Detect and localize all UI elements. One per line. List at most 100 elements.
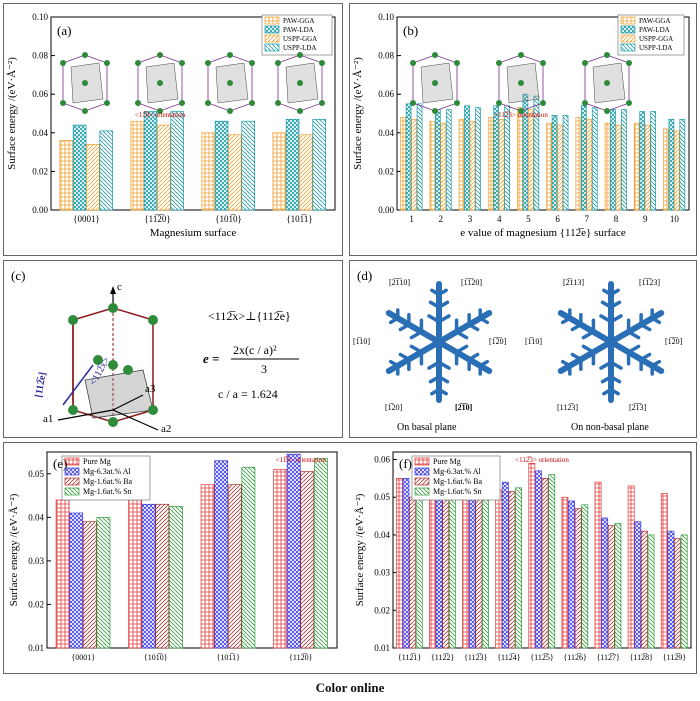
bar [575,117,582,211]
bar [680,534,688,649]
legend-swatch [414,477,430,486]
y-tick-label: 0.01 [374,643,390,653]
bar [668,118,675,211]
basal-dir-right: [1̅2̅0] [489,337,507,346]
bar [501,481,509,649]
dendrite-branch [639,352,652,362]
legend-swatch [620,34,636,43]
legend-swatch [620,43,636,52]
x-tick-label: {101̅1} [286,214,312,224]
crystal-inset [275,52,325,114]
basal-dir-top-left: [2̅1̅10] [389,278,410,287]
panel-tag: (a) [57,23,71,38]
legend-label: Mg-1.6at.% Sn [83,487,132,496]
y-axis-label: Surface energy /(eV·Å⁻²) [352,57,364,170]
nonbasal-dir-top-left: [2̅113] [563,278,584,287]
x-tick-label: 5 [526,214,531,224]
atom [82,108,88,114]
x-tick-label: {112̅2} [431,653,455,662]
crystal-inset [205,52,255,114]
atom [249,100,255,106]
atom [60,60,66,66]
x-tick-label: {112̅4} [497,653,521,662]
dendrite-branch [427,314,441,324]
bar [168,506,183,649]
basal-plane-label: On basal plane [397,422,457,433]
legend-label: Pure Mg [433,457,461,466]
legend-label: USPP-LDA [283,44,316,52]
x-tick-label: {112̅9} [663,653,687,662]
atom [179,60,185,66]
bar [667,530,675,649]
atom [104,60,110,66]
bar [650,111,656,211]
bar [475,485,483,649]
dendrite-branch [650,359,662,368]
bar [55,499,70,649]
legend-swatch [64,487,80,496]
legend-swatch [64,467,80,476]
x-tick-label: 9 [643,214,648,224]
bar [429,120,436,211]
dendrite-branch [409,330,424,340]
orientation-note: <11̅0> orientation [135,111,186,119]
bar [546,122,552,211]
bar [487,117,494,211]
x-tick-label: 2 [439,214,444,224]
atom [626,100,632,106]
bar [475,107,481,211]
x-tick-label: {0001} [73,214,100,224]
atom [227,52,233,58]
bar [586,118,593,211]
equation-orthogonality: <112̅x>⊥{112̅e} [208,309,291,323]
bar [580,105,587,211]
bar [581,504,589,649]
atom [227,108,233,114]
x-axis-label: e value of magnesium {112̅e} surface [460,227,626,239]
dendrite-branch [609,314,623,324]
crystal-inset [496,52,546,114]
equation-ca-ratio: c / a = 1.624 [218,387,278,401]
bar [674,538,681,649]
x-axis-label: Magnesium surface [150,227,237,239]
bar [607,525,615,649]
bar [640,530,648,649]
atom [297,108,303,114]
atom [179,100,185,106]
bar [395,478,403,649]
bar [157,124,171,211]
atom [582,60,588,66]
bar [82,521,97,649]
x-tick-label: 4 [497,214,502,224]
axis-a2-label: a2 [161,423,171,435]
y-tick-label: 0.05 [28,469,44,479]
chart-e: 0.01 0.02 0.03 0.04 0.05 Surface energy /(eV·… [8,451,338,662]
bar [200,484,215,649]
bar [548,474,556,649]
legend-label: PAW-LDA [283,26,314,34]
bar [594,481,602,649]
bar [435,476,443,649]
x-tick-label: {11̅2̅0} [144,214,170,224]
plot-frame [46,451,338,649]
bar [448,481,456,649]
bar [458,118,465,211]
atom [319,60,325,66]
dendrite-branch [570,322,583,332]
chart-f: 0.01 0.02 0.03 0.04 0.05 0.06 Surface energy /… [354,451,692,662]
orientation-note: <112̅3> orientation [515,456,569,464]
nonbasal-dir-bottom-right: [2̅1̅3] [629,403,647,412]
atom [157,52,163,58]
bar [440,122,447,211]
legend-swatch [264,16,280,25]
dendrite-branch [388,316,400,325]
dendrite-branch [437,375,450,384]
atom [604,52,610,58]
bar [557,124,563,211]
equation-e-denominator: 3 [261,362,267,376]
y-tick-label: 0.03 [374,568,390,578]
atom [275,100,281,106]
bar [498,118,505,211]
bar [429,491,436,649]
legend-label: PAW-GGA [283,17,314,25]
